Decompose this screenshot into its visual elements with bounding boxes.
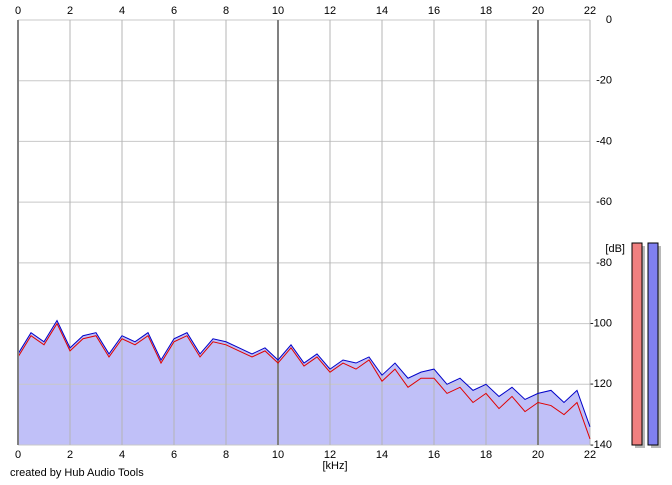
- x-tick-label: 16: [428, 449, 440, 461]
- x-tick-label: 8: [223, 5, 229, 17]
- y-tick-label: -60: [596, 196, 612, 208]
- x-tick-label: 22: [584, 5, 596, 17]
- x-tick-label: 10: [272, 449, 284, 461]
- credit: created by Hub Audio Tools: [10, 467, 144, 479]
- x-tick-label: 20: [532, 449, 544, 461]
- x-tick-label: 12: [324, 449, 336, 461]
- x-tick-label: 4: [119, 5, 125, 17]
- y-tick-label: -120: [590, 378, 612, 390]
- spectrum-line: [17, 319, 591, 427]
- x-tick-label: 14: [376, 5, 388, 17]
- x-tick-label: 16: [428, 5, 440, 17]
- x-tick-label: 2: [67, 449, 73, 461]
- x-tick-label: 14: [376, 449, 388, 461]
- x-tick-label: 0: [15, 449, 21, 461]
- x-tick-label: 12: [324, 5, 336, 17]
- x-tick-label: 0: [15, 5, 21, 17]
- x-tick-label: 10: [272, 5, 284, 17]
- x-tick-label: 4: [119, 449, 125, 461]
- y-tick-label: -140: [590, 439, 612, 451]
- level-meter: [647, 242, 659, 446]
- y-tick-label: -80: [596, 257, 612, 269]
- x-axis-label: [kHz]: [322, 460, 347, 472]
- x-tick-label: 18: [480, 449, 492, 461]
- x-tick-label: 6: [171, 5, 177, 17]
- x-tick-label: 8: [223, 449, 229, 461]
- x-tick-label: 22: [584, 449, 596, 461]
- x-tick-label: 2: [67, 5, 73, 17]
- y-tick-label: -20: [596, 75, 612, 87]
- spectrum-line: [17, 322, 591, 440]
- x-tick-label: 20: [532, 5, 544, 17]
- level-meter: [631, 242, 643, 446]
- y-tick-label: -40: [596, 135, 612, 147]
- y-tick-label: -100: [590, 317, 612, 329]
- y-tick-label: 0: [606, 14, 612, 26]
- spectrum-area: [18, 320, 590, 445]
- x-tick-label: 6: [171, 449, 177, 461]
- x-tick-label: 18: [480, 5, 492, 17]
- y-axis-label: [dB]: [605, 243, 625, 255]
